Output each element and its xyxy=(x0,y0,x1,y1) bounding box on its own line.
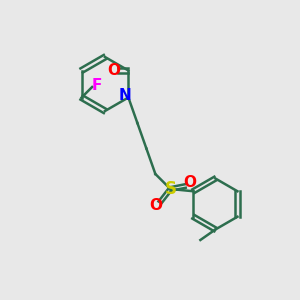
Text: O: O xyxy=(149,198,162,213)
Text: O: O xyxy=(107,63,120,78)
Text: S: S xyxy=(164,180,176,198)
Text: O: O xyxy=(183,176,196,190)
Text: N: N xyxy=(119,88,132,104)
Text: F: F xyxy=(92,78,102,93)
